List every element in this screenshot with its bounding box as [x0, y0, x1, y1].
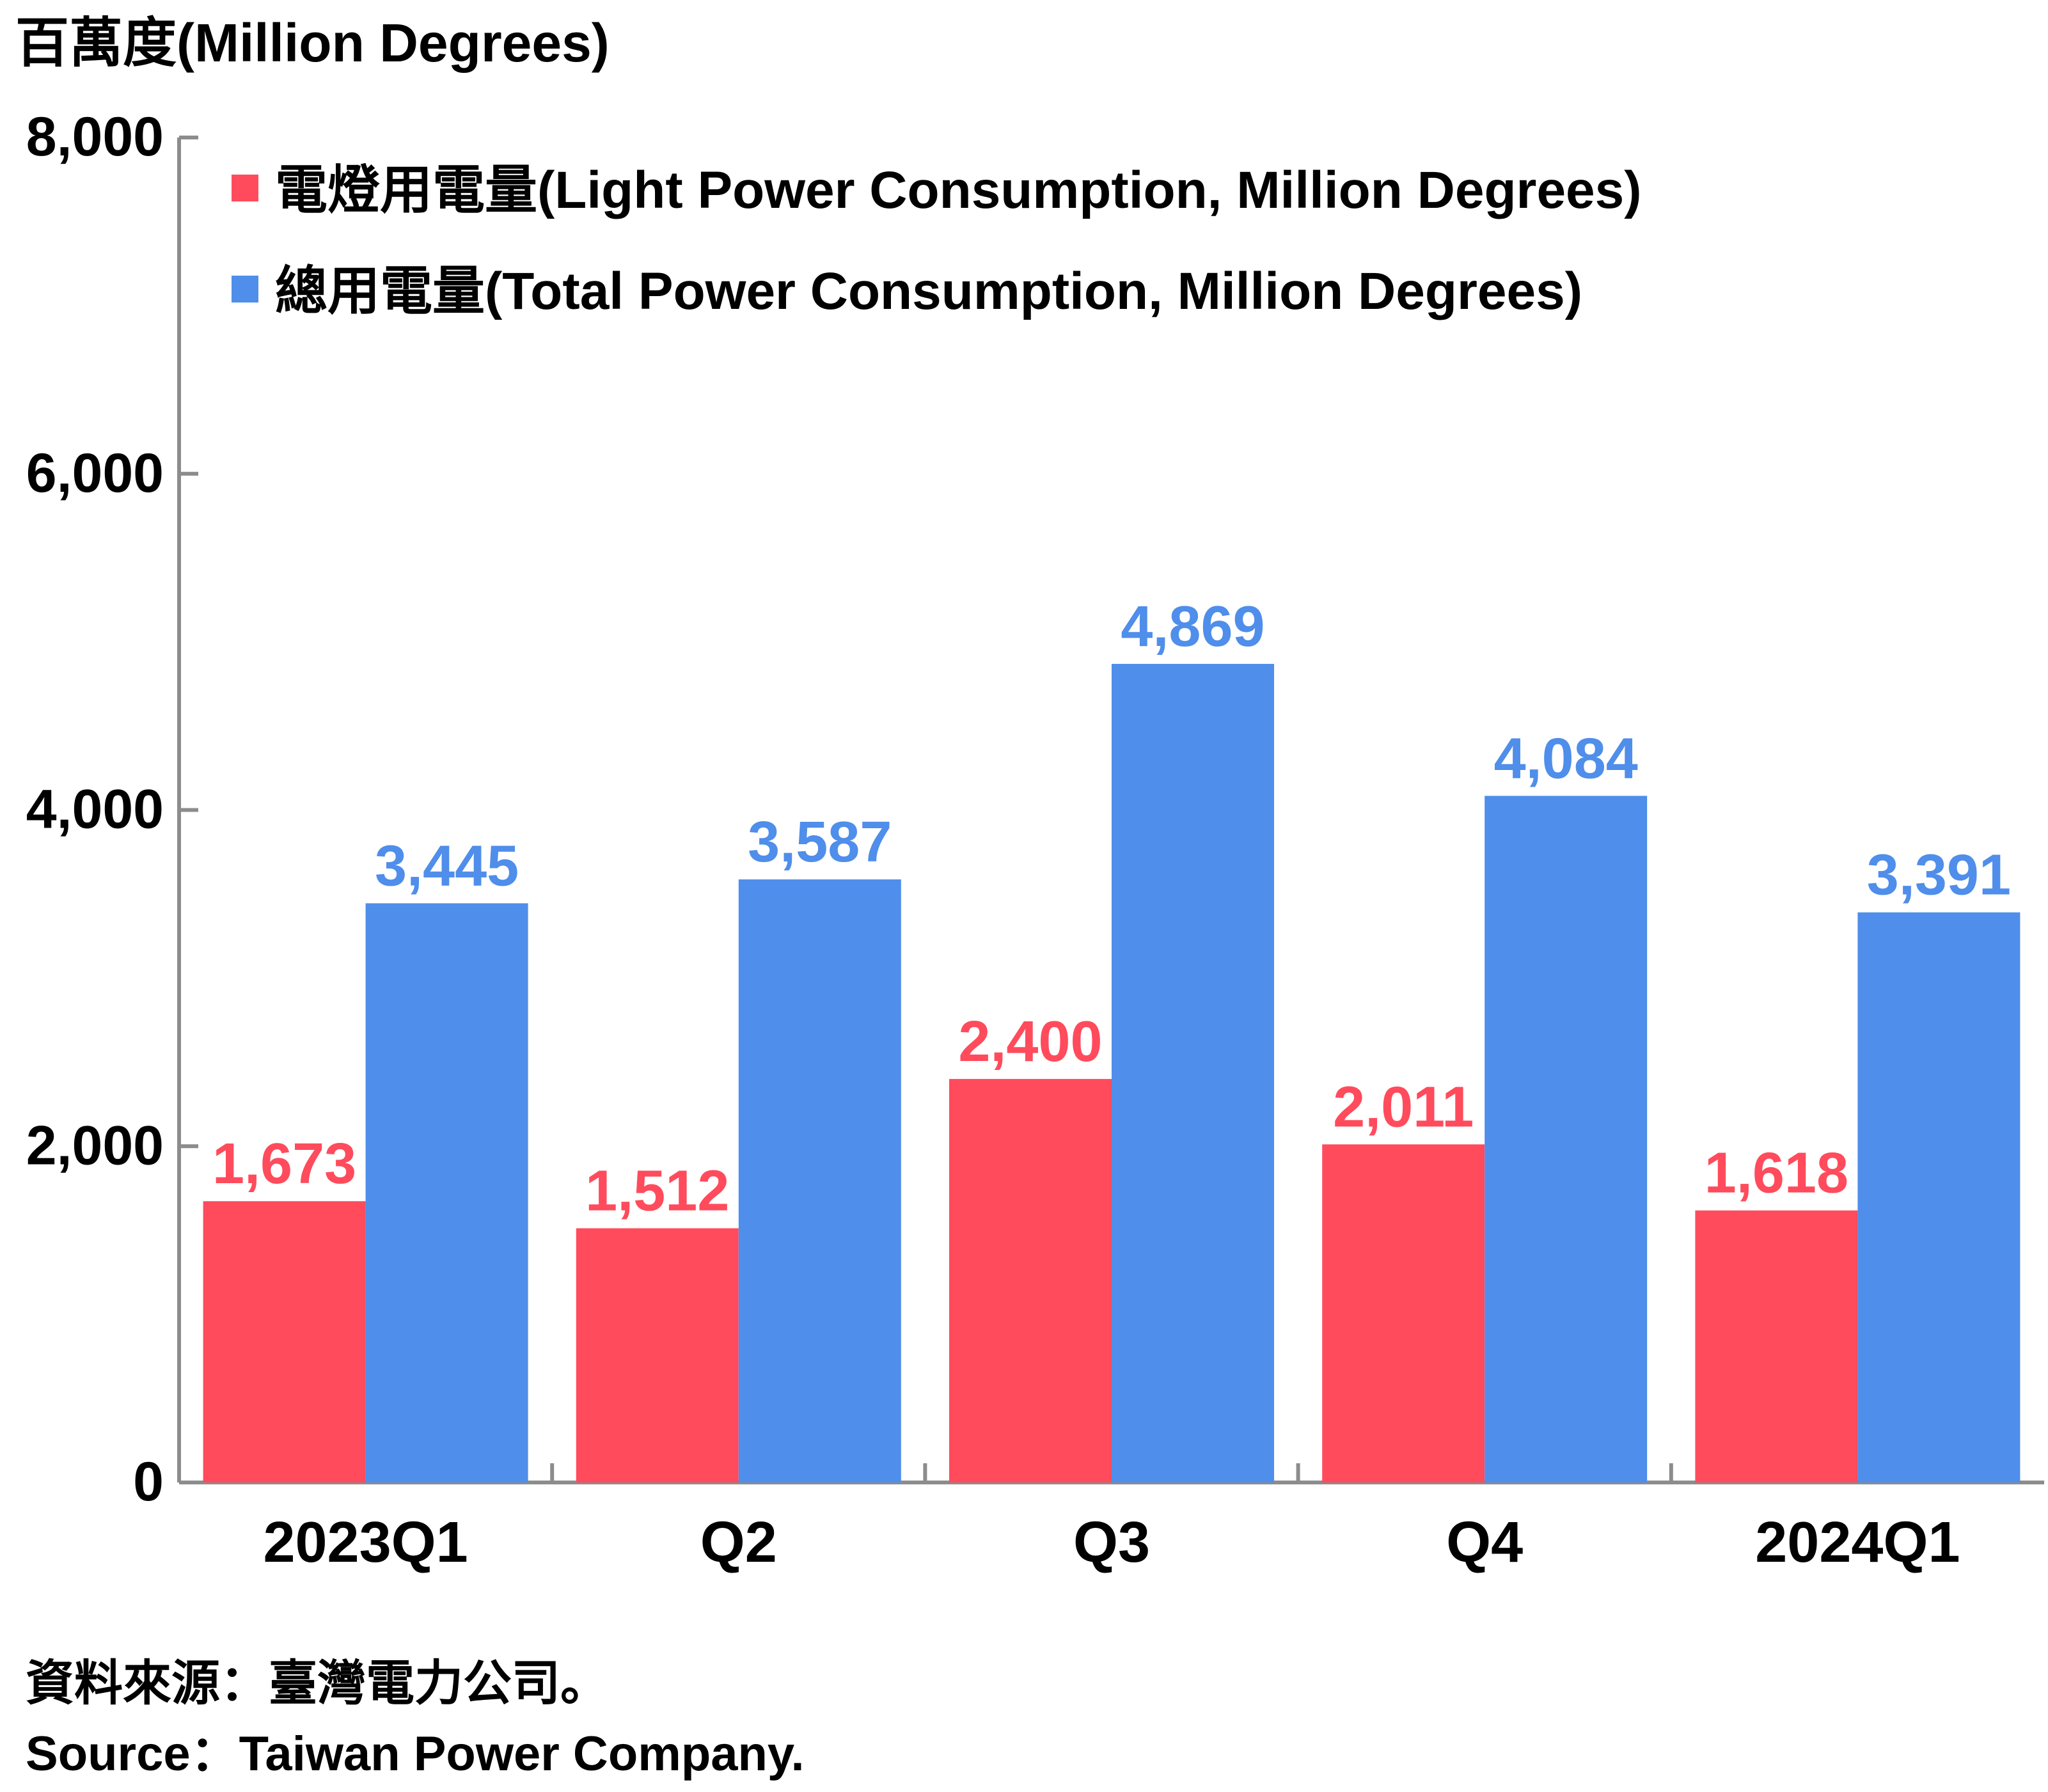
data-label: 4,869 — [1121, 595, 1264, 659]
legend-swatch — [232, 175, 258, 201]
bar — [949, 1079, 1112, 1482]
data-labels: 1,673 3,445 1,512 3,587 2,400 4,869 2,011 4,084… — [212, 595, 2011, 1223]
source-note-en: Source：Taiwan Power Company. — [26, 1727, 805, 1781]
y-tick-label: 4,000 — [26, 779, 164, 840]
y-tick-label: 0 — [133, 1451, 164, 1513]
bar — [365, 903, 528, 1482]
legend-label: 電燈用電量(Light Power Consumption, Million D… — [275, 161, 1642, 219]
x-tick-label: Q4 — [1446, 1511, 1523, 1575]
data-label: 3,445 — [375, 834, 519, 898]
data-label: 3,587 — [748, 810, 892, 874]
data-label: 2,011 — [1333, 1075, 1474, 1139]
y-tick-label: 8,000 — [26, 106, 164, 168]
data-label: 1,618 — [1705, 1142, 1848, 1206]
x-tick-label: 2023Q1 — [263, 1511, 468, 1575]
y-axis-title: 百萬度(Million Degrees) — [15, 13, 610, 73]
bars — [203, 664, 2020, 1482]
x-tick-label: Q3 — [1073, 1511, 1150, 1575]
bar — [1857, 912, 2020, 1482]
source-note-zh: 資料來源：臺灣電力公司。 — [26, 1656, 609, 1711]
bar — [203, 1201, 366, 1482]
data-label: 1,673 — [212, 1132, 356, 1196]
bar — [1322, 1144, 1485, 1482]
x-tick-label: 2024Q1 — [1755, 1511, 1960, 1575]
bar — [1485, 796, 1648, 1482]
data-label: 2,400 — [958, 1010, 1102, 1074]
bar — [1695, 1210, 1858, 1482]
bar — [1112, 664, 1274, 1482]
bar — [576, 1228, 739, 1482]
x-tick-label: Q2 — [700, 1511, 777, 1575]
y-tick-label: 6,000 — [26, 443, 164, 504]
legend-swatch — [232, 276, 258, 303]
y-tick-label: 2,000 — [26, 1115, 164, 1176]
legend: 電燈用電量(Light Power Consumption, Million D… — [232, 161, 1642, 320]
data-label: 3,391 — [1867, 844, 2011, 908]
data-label: 1,512 — [585, 1159, 729, 1223]
data-label: 4,084 — [1494, 727, 1638, 790]
legend-label: 總用電量(Total Power Consumption, Million De… — [275, 262, 1582, 320]
bar — [738, 879, 901, 1482]
